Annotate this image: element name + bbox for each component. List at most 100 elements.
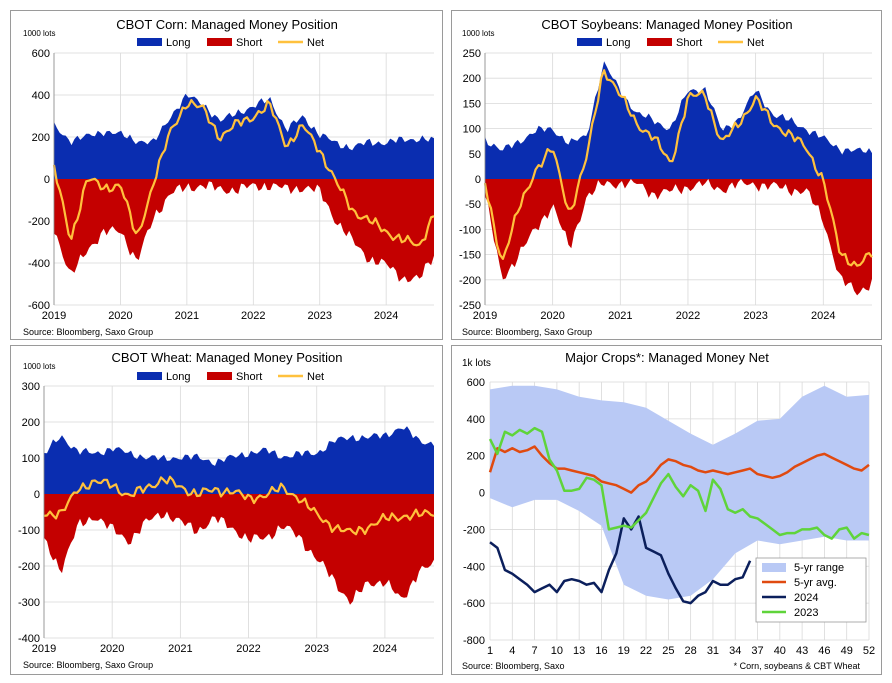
x-tick-label: 2019	[42, 310, 66, 322]
source-note: Source: Bloomberg, Saxo	[462, 661, 565, 671]
source-note: Source: Bloomberg, Saxo Group	[23, 660, 153, 670]
y-axis-label: 1000 lots	[23, 29, 55, 38]
y-tick-label: 100	[463, 124, 481, 136]
x-tick-label: 2020	[108, 310, 132, 322]
long-area	[54, 93, 434, 179]
x-tick-label: 10	[551, 645, 563, 657]
x-tick-label: 49	[841, 645, 853, 657]
line-2024	[489, 515, 752, 605]
legend: Long Short Net	[577, 37, 764, 49]
legend-label-range: 5-yr range	[794, 562, 844, 574]
y-axis-label: 1000 lots	[23, 362, 55, 371]
x-tick-label: 52	[863, 645, 875, 657]
legend-swatch-short	[207, 372, 232, 380]
legend-label-2023: 2023	[794, 607, 818, 619]
y-tick-label: -800	[463, 635, 485, 647]
legend-label-long: Long	[166, 37, 190, 49]
x-tick-label: 2019	[473, 310, 497, 322]
legend-label-net: Net	[307, 371, 324, 383]
y-tick-label: 300	[22, 381, 40, 393]
legend-label-short: Short	[236, 37, 262, 49]
y-tick-label: 200	[463, 73, 481, 85]
y-tick-label: 400	[32, 90, 50, 102]
x-tick-label: 25	[662, 645, 674, 657]
legend-label-2024: 2024	[794, 592, 818, 604]
wheat-chart: CBOT Wheat: Managed Money Position 1000 …	[18, 350, 435, 670]
major-crops-chart-panel: Major Crops*: Managed Money Net 1k lots …	[451, 345, 882, 675]
y-tick-label: -600	[463, 598, 485, 610]
y-tick-label: 250	[463, 48, 481, 60]
legend: 5-yr range 5-yr avg. 2024 2023	[755, 557, 867, 623]
y-tick-label: -600	[28, 300, 50, 312]
x-tick-label: 43	[796, 645, 808, 657]
short-area	[485, 179, 872, 296]
y-tick-label: 200	[22, 417, 40, 429]
legend: Long Short Net	[137, 37, 324, 49]
y-tick-label: -150	[459, 250, 481, 262]
soybeans-chart-panel: CBOT Soybeans: Managed Money Position 10…	[451, 10, 882, 340]
legend-swatch-long	[577, 38, 602, 46]
chart-title: CBOT Corn: Managed Money Position	[116, 17, 338, 32]
short-area	[54, 179, 434, 283]
legend-swatch-long	[137, 372, 162, 380]
legend-label-net: Net	[307, 37, 324, 49]
y-axis-label: 1000 lots	[462, 29, 494, 38]
x-tick-label: 37	[751, 645, 763, 657]
long-area	[44, 426, 434, 494]
corn-chart-panel: CBOT Corn: Managed Money Position 1000 l…	[10, 10, 443, 340]
x-tick-label: 19	[618, 645, 630, 657]
legend-swatch-long	[137, 38, 162, 46]
chart-title: CBOT Wheat: Managed Money Position	[112, 350, 343, 365]
y-tick-label: -300	[18, 597, 40, 609]
x-tick-label: 31	[707, 645, 719, 657]
corn-chart: CBOT Corn: Managed Money Position 1000 l…	[23, 17, 435, 337]
legend-label-short: Short	[236, 371, 262, 383]
x-tick-label: 2021	[608, 310, 632, 322]
y-tick-label: -200	[463, 524, 485, 536]
legend: Long Short Net	[137, 371, 324, 383]
wheat-chart-panel: CBOT Wheat: Managed Money Position 1000 …	[10, 345, 443, 675]
y-tick-label: 0	[34, 489, 40, 501]
y-tick-label: -400	[18, 633, 40, 645]
legend-swatch-short	[207, 38, 232, 46]
footnote: * Corn, soybeans & CBT Wheat	[734, 661, 861, 671]
net-line	[52, 99, 435, 247]
y-tick-label: 200	[32, 132, 50, 144]
x-tick-label: 22	[640, 645, 652, 657]
y-tick-label: 100	[22, 453, 40, 465]
x-tick-label: 46	[818, 645, 830, 657]
x-tick-label: 13	[573, 645, 585, 657]
x-tick-label: 2022	[241, 310, 265, 322]
chart-title: Major Crops*: Managed Money Net	[565, 350, 769, 365]
y-tick-label: -200	[18, 561, 40, 573]
short-area	[44, 494, 434, 605]
x-tick-label: 1	[487, 645, 493, 657]
x-tick-label: 2022	[676, 310, 700, 322]
y-tick-label: 150	[463, 98, 481, 110]
source-note: Source: Bloomberg, Saxo Group	[23, 327, 153, 337]
x-tick-label: 2023	[743, 310, 767, 322]
x-tick-label: 2020	[100, 643, 124, 655]
y-tick-label: 600	[32, 48, 50, 60]
y-tick-label: -100	[18, 525, 40, 537]
y-tick-label: 200	[467, 451, 485, 463]
x-tick-label: 2021	[168, 643, 192, 655]
x-tick-label: 34	[729, 645, 741, 657]
y-tick-label: -200	[459, 275, 481, 287]
legend-label-long: Long	[606, 37, 630, 49]
x-tick-label: 2023	[307, 310, 331, 322]
y-tick-label: -400	[463, 561, 485, 573]
y-tick-label: -100	[459, 224, 481, 236]
legend-label-net: Net	[747, 37, 764, 49]
net-line	[483, 69, 873, 267]
soybeans-chart: CBOT Soybeans: Managed Money Position 10…	[459, 17, 873, 337]
chart-title: CBOT Soybeans: Managed Money Position	[541, 17, 792, 32]
x-tick-label: 7	[532, 645, 538, 657]
legend-label-long: Long	[166, 371, 190, 383]
y-tick-label: 600	[467, 377, 485, 389]
x-tick-label: 4	[509, 645, 515, 657]
y-tick-label: 0	[479, 488, 485, 500]
y-tick-label: 0	[44, 174, 50, 186]
legend-label-short: Short	[676, 37, 702, 49]
x-tick-label: 16	[595, 645, 607, 657]
